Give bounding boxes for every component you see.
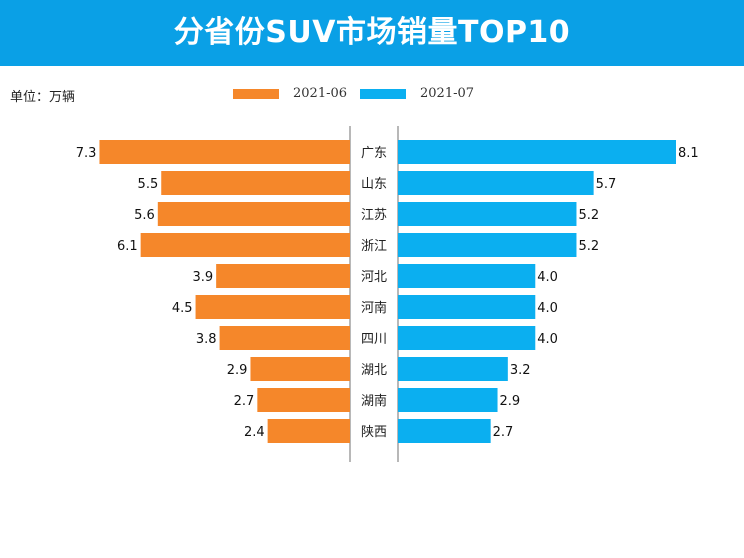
legend-item-2021-07: 2021-07 (360, 86, 474, 101)
category-label-8: 湖南 (361, 393, 387, 409)
bar-2021-07-1 (398, 171, 594, 195)
bar-2021-06-3 (140, 233, 350, 257)
value-label-2021-06-8: 2.7 (234, 394, 255, 409)
value-label-2021-06-4: 3.9 (192, 270, 213, 285)
legend-swatch-2021-06 (233, 88, 279, 99)
bar-2021-06-7 (250, 357, 350, 381)
legend-label-2021-06: 2021-06 (293, 86, 348, 101)
bar-2021-06-1 (161, 171, 350, 195)
value-label-2021-07-5: 4.0 (537, 301, 558, 316)
legend-item-2021-06: 2021-06 (233, 86, 347, 101)
category-label-6: 四川 (361, 332, 387, 347)
bar-2021-07-6 (398, 326, 536, 350)
bar-2021-06-4 (216, 264, 350, 288)
unit-label: 单位：万辆 (10, 90, 76, 105)
bar-2021-07-5 (398, 295, 536, 319)
value-label-2021-06-0: 7.3 (76, 146, 97, 161)
bar-2021-06-8 (257, 388, 350, 412)
bar-2021-06-5 (195, 295, 350, 319)
bar-2021-07-9 (398, 419, 491, 443)
bar-2021-07-7 (398, 357, 508, 381)
value-label-2021-07-7: 3.2 (510, 363, 531, 378)
bar-2021-07-3 (398, 233, 577, 257)
value-label-2021-06-2: 5.6 (134, 208, 155, 223)
legend-label-2021-07: 2021-07 (420, 86, 475, 101)
value-label-2021-07-0: 8.1 (678, 146, 699, 161)
chart-title: 分省份SUV市场销量TOP10 (173, 15, 571, 50)
title-banner (0, 0, 744, 66)
bar-2021-07-0 (398, 140, 676, 164)
value-label-2021-06-9: 2.4 (244, 425, 265, 440)
category-label-0: 广东 (361, 146, 387, 161)
value-label-2021-07-2: 5.2 (578, 208, 599, 223)
category-label-7: 湖北 (361, 363, 387, 378)
bar-2021-06-9 (267, 419, 350, 443)
bar-2021-06-6 (219, 326, 350, 350)
value-label-2021-07-4: 4.0 (537, 270, 558, 285)
bar-2021-06-2 (157, 202, 350, 226)
value-label-2021-07-8: 2.9 (500, 394, 521, 409)
bar-2021-07-4 (398, 264, 536, 288)
category-label-3: 浙江 (361, 239, 387, 254)
value-label-2021-06-7: 2.9 (227, 363, 248, 378)
value-label-2021-06-1: 5.5 (138, 177, 159, 192)
legend-swatch-2021-07 (360, 88, 406, 99)
bar-2021-06-0 (99, 140, 350, 164)
category-label-9: 陕西 (361, 425, 387, 440)
category-label-1: 山东 (361, 177, 387, 192)
value-label-2021-06-3: 6.1 (117, 239, 138, 254)
value-label-2021-06-6: 3.8 (196, 332, 217, 347)
category-label-2: 江苏 (361, 207, 387, 223)
value-label-2021-07-6: 4.0 (537, 332, 558, 347)
bar-2021-07-2 (398, 202, 577, 226)
value-label-2021-07-1: 5.7 (596, 177, 617, 192)
value-label-2021-06-5: 4.5 (172, 301, 193, 316)
bar-2021-07-8 (398, 388, 498, 412)
category-label-4: 河北 (361, 270, 387, 285)
category-label-5: 河南 (361, 300, 387, 316)
value-label-2021-07-9: 2.7 (493, 425, 514, 440)
value-label-2021-07-3: 5.2 (578, 239, 599, 254)
